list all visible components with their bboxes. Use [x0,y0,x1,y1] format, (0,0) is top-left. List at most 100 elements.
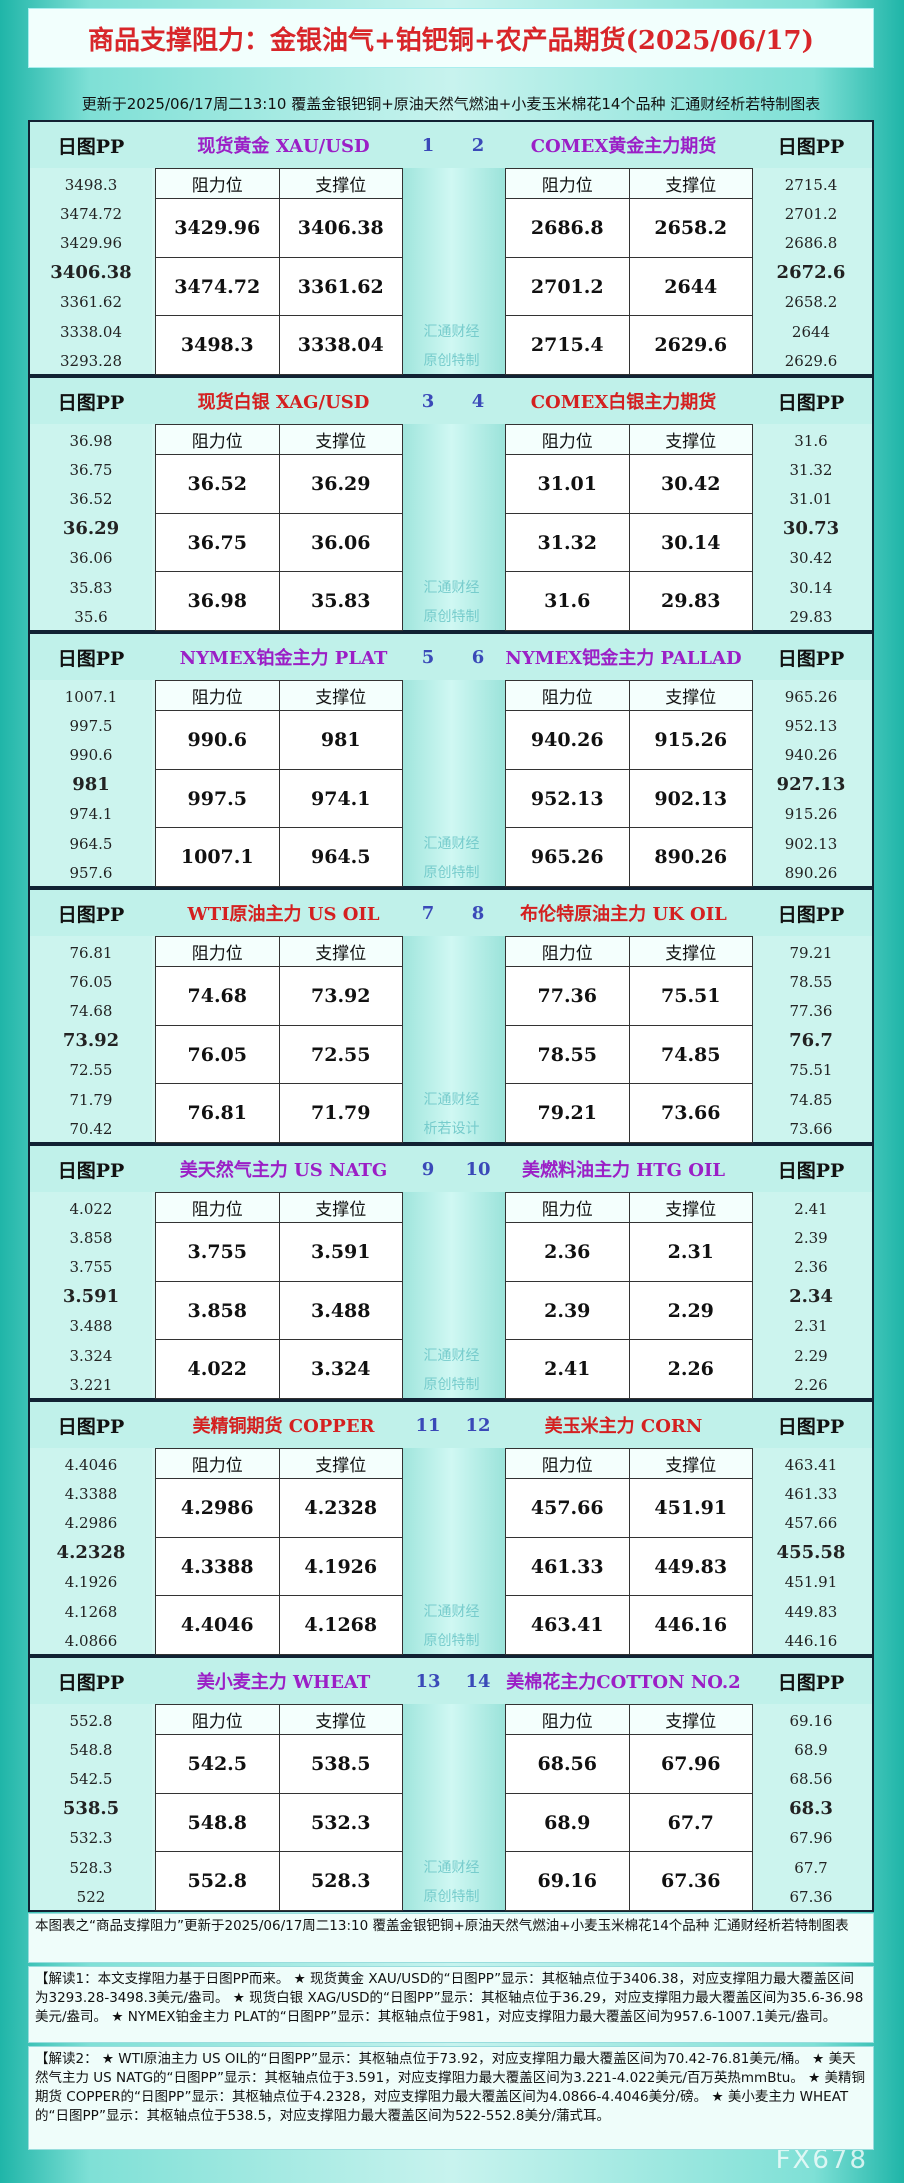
level-cell: 3474.72 [155,256,280,317]
pp-value: 2629.6 [784,351,838,370]
level-cell: 974.1 [278,768,403,829]
pp-value: 974.1 [69,805,113,824]
column-header: 支撑位 [278,936,403,967]
pp-label: 日图PP [57,903,125,926]
commodity-number: 9 [421,1158,435,1180]
level-cell: 3429.96 [155,198,280,258]
level-cell: 4.1268 [278,1595,403,1656]
level-cell: 4.3388 [155,1536,280,1597]
commodity-name: 美燃料油主力 HTG OIL [521,1160,726,1181]
level-cell: 2715.4 [505,315,630,376]
pp-value: 69.16 [789,1711,833,1730]
column-header: 阻力位 [505,1448,630,1479]
column-header: 支撑位 [278,168,403,199]
pp-value: 457.66 [784,1514,838,1533]
pp-value: 76.81 [69,943,113,962]
commodity-block: 日图PP 现货黄金 XAU/USD 1 3498.3 3474.72 3429.96 340… [28,120,874,376]
commodity-number: 12 [465,1414,491,1436]
pp-value: 36.52 [69,490,113,509]
pp-value: 68.3 [789,1798,833,1820]
level-cell: 3338.04 [278,315,403,376]
pp-label: 日图PP [57,1415,125,1438]
pp-value: 4.4046 [64,1455,118,1474]
commodity-block: 日图PP 现货白银 XAG/USD 3 36.98 36.75 36.52 36.29 36.… [28,376,874,632]
pp-value: 77.36 [789,1002,833,1021]
pp-value: 29.83 [789,607,833,626]
brand-watermark: FX678 [775,2145,868,2175]
column-header: 支撑位 [278,1448,403,1479]
watermark: 汇通财经 [423,324,480,340]
level-cell: 79.21 [505,1083,630,1144]
pp-label: 日图PP [777,135,845,158]
pp-value: 3.591 [62,1286,120,1308]
pp-value: 67.36 [789,1887,833,1906]
column-header: 阻力位 [155,168,280,199]
column-header: 阻力位 [155,936,280,967]
commodity-number: 2 [471,134,485,156]
pp-value: 890.26 [784,863,838,882]
watermark: 原创特制 [423,865,480,881]
pp-value: 461.33 [784,1484,838,1503]
commodity-name: NYMEX钯金主力 PALLAD [505,648,742,669]
commodity-name: 布伦特原油主力 UK OIL [520,904,727,925]
pp-value: 72.55 [69,1061,113,1080]
pp-value: 70.42 [69,1119,113,1138]
pp-value: 2715.4 [784,175,838,194]
pp-value: 35.83 [69,578,113,597]
pp-value: 548.8 [69,1740,113,1759]
watermark: 原创特制 [423,353,480,369]
watermark: 汇通财经 [423,1604,480,1620]
level-cell: 36.75 [155,512,280,573]
level-cell: 463.41 [505,1595,630,1656]
pp-label: 日图PP [57,391,125,414]
commodity-number: 6 [471,646,485,668]
level-cell: 3.591 [278,1222,403,1282]
commodity-block: 日图PP 美精铜期货 COPPER 11 4.4046 4.3388 4.2986 4.23… [28,1400,874,1656]
column-header: 支撑位 [628,680,753,711]
pp-value: 2.31 [794,1317,828,1336]
level-cell: 76.81 [155,1083,280,1144]
pp-value: 3498.3 [64,175,118,194]
pp-value: 3474.72 [59,204,123,223]
commodity-block: 日图PP 美小麦主力 WHEAT 13 552.8 548.8 542.5 538.5 532… [28,1656,874,1912]
pp-value: 538.5 [62,1798,120,1820]
pp-value: 67.96 [789,1829,833,1848]
level-cell: 2686.8 [505,198,630,258]
level-cell: 67.96 [628,1734,753,1794]
level-cell: 965.26 [505,827,630,888]
pp-value: 74.85 [789,1090,833,1109]
pp-label: 日图PP [777,1159,845,1182]
pp-value: 2701.2 [784,204,838,223]
pp-label: 日图PP [57,647,125,670]
pp-value: 31.6 [794,431,828,450]
commodity-block: 日图PP 美天然气主力 US NATG 9 4.022 3.858 3.755 3.591 3… [28,1144,874,1400]
title: 商品支撑阻力：金银油气+铂钯铜+农产品期货(2025/06/17) [28,8,874,68]
header-bar [30,1402,872,1448]
level-cell: 981 [278,710,403,770]
column-header: 阻力位 [155,1704,280,1735]
pp-value: 30.73 [782,518,840,540]
level-cell: 890.26 [628,827,753,888]
level-cell: 77.36 [505,966,630,1026]
pp-label: 日图PP [777,903,845,926]
level-cell: 3361.62 [278,256,403,317]
pp-value: 30.14 [789,578,833,597]
pp-value: 2.29 [794,1346,828,1365]
pp-value: 4.0866 [64,1631,118,1650]
commodity-name: NYMEX铂金主力 PLAT [179,648,388,669]
pp-label: 日图PP [57,1671,125,1694]
pp-value: 36.29 [62,518,120,540]
column-header: 阻力位 [155,1448,280,1479]
column-header: 阻力位 [505,1704,630,1735]
commodity-number: 11 [415,1414,441,1436]
level-cell: 36.98 [155,571,280,632]
level-cell: 528.3 [278,1851,403,1912]
level-cell: 29.83 [628,571,753,632]
level-cell: 964.5 [278,827,403,888]
level-cell: 940.26 [505,710,630,770]
level-cell: 71.79 [278,1083,403,1144]
header-bar [30,378,872,424]
pp-value: 532.3 [69,1829,113,1848]
pp-value: 3293.28 [59,351,123,370]
